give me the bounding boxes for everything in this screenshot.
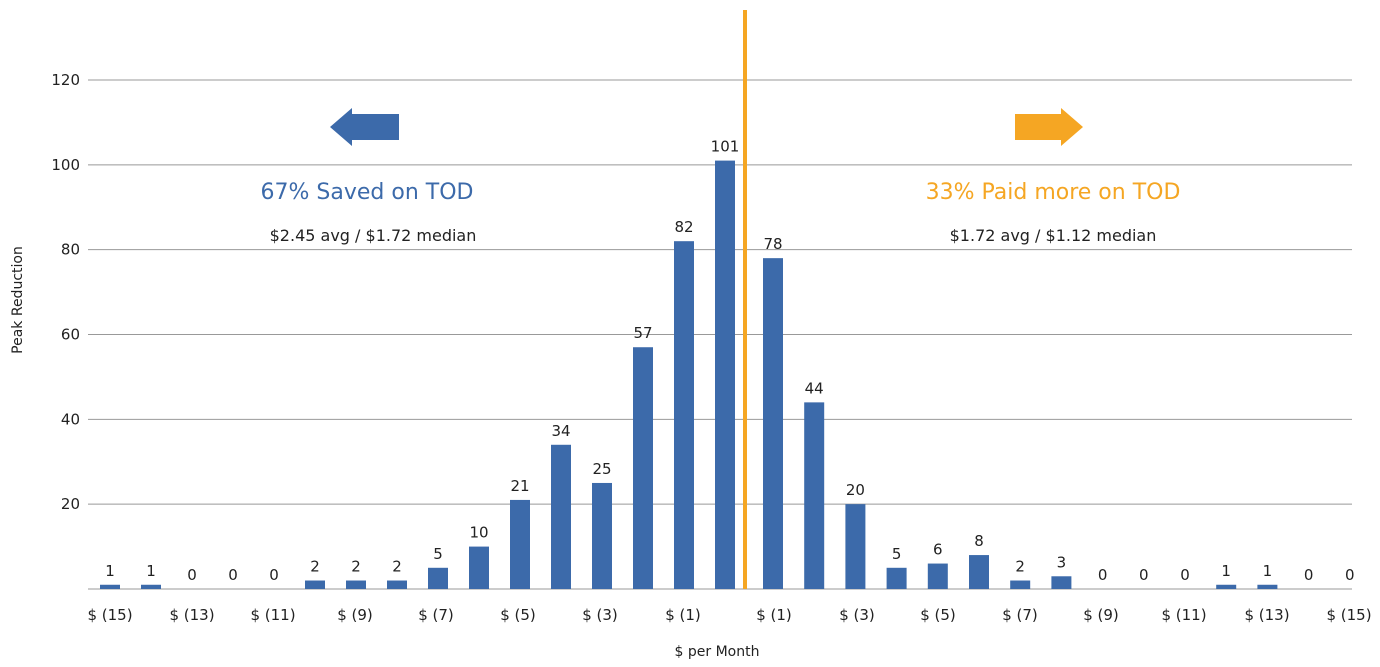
y-tick-label: 100 (51, 156, 80, 174)
data-label: 5 (892, 545, 902, 563)
y-axis-title: Peak Reduction (10, 246, 26, 354)
y-tick-label: 60 (61, 326, 80, 344)
data-label: 6 (933, 541, 943, 559)
bar (592, 482, 612, 589)
data-label: 21 (510, 477, 529, 495)
bar (804, 402, 825, 589)
data-label: 82 (674, 218, 693, 236)
x-tick-label: $ (7) (418, 606, 454, 624)
data-label: 0 (228, 566, 238, 584)
bar (1216, 584, 1237, 589)
bar (1010, 580, 1031, 589)
data-label: 101 (711, 138, 740, 156)
bar (469, 546, 489, 589)
data-label: 0 (1304, 566, 1314, 584)
x-tick-label: $ (5) (500, 606, 536, 624)
x-tick-label: $ (15) (1326, 606, 1371, 624)
data-label: 0 (187, 566, 197, 584)
data-label: 0 (1180, 566, 1190, 584)
bar (927, 563, 948, 589)
data-label: 0 (1098, 566, 1108, 584)
data-label: 2 (351, 558, 361, 576)
bar (551, 444, 571, 589)
data-label: 2 (1015, 558, 1025, 576)
bar (1051, 576, 1072, 589)
data-label: 2 (392, 558, 402, 576)
data-label: 0 (269, 566, 279, 584)
bar (387, 580, 407, 589)
left-annotation-subtitle: $2.45 avg / $1.72 median (270, 226, 477, 245)
bar (633, 347, 653, 589)
x-tick-label: $ (1) (665, 606, 701, 624)
data-label: 1 (1221, 562, 1231, 580)
data-label: 78 (763, 235, 782, 253)
bar (141, 584, 161, 589)
data-label: 1 (146, 562, 156, 580)
data-label: 44 (805, 379, 824, 397)
data-label: 34 (551, 422, 570, 440)
bar (715, 160, 735, 589)
x-axis-title: $ per Month (675, 644, 760, 660)
y-axis-ticks: 20 40 60 80 100 120 (51, 71, 80, 513)
data-label: 0 (1139, 566, 1149, 584)
data-label: 0 (1345, 566, 1355, 584)
right-annotation-title: 33% Paid more on TOD (926, 180, 1181, 205)
x-tick-label: $ (5) (920, 606, 956, 624)
bar (886, 567, 907, 589)
data-label: 1 (105, 562, 115, 580)
bar (346, 580, 366, 589)
data-label: 10 (469, 524, 488, 542)
y-tick-label: 20 (61, 495, 80, 513)
bar (100, 584, 120, 589)
x-tick-label: $ (13) (169, 606, 214, 624)
bar (763, 258, 783, 589)
arrow-left-icon (330, 108, 399, 146)
x-tick-label: $ (1) (756, 606, 792, 624)
x-tick-label: $ (3) (582, 606, 618, 624)
left-annotation-title: 67% Saved on TOD (261, 180, 474, 205)
data-label: 3 (1057, 553, 1067, 571)
bar (428, 567, 448, 589)
bar (969, 555, 989, 589)
x-tick-label: $ (7) (1002, 606, 1038, 624)
x-tick-label: $ (11) (1161, 606, 1206, 624)
x-tick-label: $ (13) (1244, 606, 1289, 624)
data-label: 1 (1263, 562, 1273, 580)
data-label: 57 (633, 324, 652, 342)
y-tick-label: 120 (51, 71, 80, 89)
x-tick-label: $ (9) (1083, 606, 1119, 624)
arrow-right-icon (1015, 108, 1083, 146)
data-label: 20 (846, 481, 865, 499)
bar (845, 504, 866, 589)
x-axis-ticks: $ (15) $ (13) $ (11) $ (9) $ (7) $ (5) $ (3) $ … (87, 606, 1371, 624)
bar (1257, 584, 1278, 589)
x-tick-label: $ (9) (337, 606, 373, 624)
data-label: 5 (433, 545, 443, 563)
data-label: 25 (592, 460, 611, 478)
y-tick-label: 80 (61, 241, 80, 259)
data-label: 2 (310, 558, 320, 576)
data-label: 8 (974, 532, 984, 550)
x-tick-label: $ (3) (839, 606, 875, 624)
x-tick-label: $ (15) (87, 606, 132, 624)
right-annotation-subtitle: $1.72 avg / $1.12 median (950, 226, 1157, 245)
bars (100, 160, 1278, 589)
bar (305, 580, 325, 589)
bar (510, 499, 530, 589)
y-tick-label: 40 (61, 410, 80, 428)
bar (674, 241, 694, 589)
x-tick-label: $ (11) (250, 606, 295, 624)
